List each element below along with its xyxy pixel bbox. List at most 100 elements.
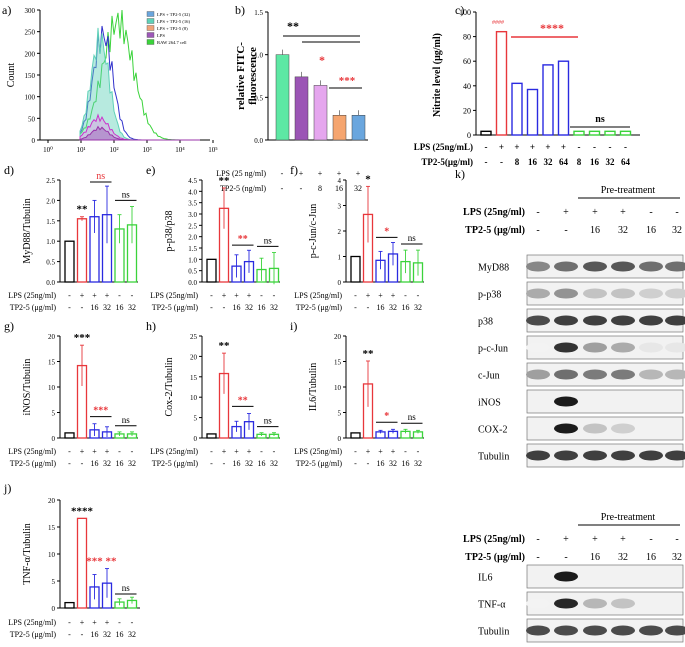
ytick-label: 2.0 bbox=[46, 197, 55, 205]
panel-letter: d) bbox=[4, 163, 14, 177]
band bbox=[526, 261, 550, 272]
lps-sign: - bbox=[131, 447, 134, 456]
lps-sign: + bbox=[378, 291, 383, 300]
panel-b-ylabel: relative FITC- bbox=[235, 42, 247, 110]
band bbox=[611, 342, 635, 353]
band bbox=[639, 369, 663, 380]
sig-ns: ns bbox=[96, 171, 105, 182]
band bbox=[611, 369, 635, 380]
band bbox=[665, 369, 685, 380]
lps-sign: + bbox=[80, 618, 85, 627]
panel-c-sig-hash: #### bbox=[492, 20, 504, 26]
bar bbox=[573, 130, 585, 136]
panel-letter: h) bbox=[146, 319, 156, 333]
bar bbox=[480, 130, 492, 136]
band bbox=[611, 450, 635, 461]
band bbox=[639, 342, 663, 353]
band bbox=[554, 288, 578, 299]
bar bbox=[64, 240, 75, 283]
band bbox=[583, 315, 607, 326]
lps-label: LPS (25ng/ml) bbox=[8, 618, 56, 627]
lps-sign: - bbox=[260, 291, 263, 300]
ytick-label: 0.0 bbox=[46, 279, 55, 287]
lps-sign: + bbox=[222, 291, 227, 300]
legend-swatch bbox=[146, 18, 155, 24]
band bbox=[554, 315, 578, 326]
band bbox=[554, 625, 578, 636]
panel-a-ytick-label: 50 bbox=[28, 115, 36, 123]
panel-c-lps-sign: + bbox=[514, 142, 519, 152]
sig-mark: ** bbox=[219, 175, 231, 187]
lps-sign: - bbox=[404, 447, 407, 456]
ytick-label: 1.5 bbox=[188, 245, 197, 253]
lps-sign: - bbox=[417, 291, 420, 300]
bar bbox=[64, 432, 75, 439]
sig-mark: *** bbox=[74, 332, 91, 344]
ytick-label: 25 bbox=[190, 333, 198, 341]
sig-mark-red: *** bbox=[86, 556, 103, 568]
ytick-label: 4.5 bbox=[188, 177, 197, 185]
k-lps-sign: + bbox=[592, 534, 598, 545]
lps-sign: - bbox=[68, 447, 71, 456]
bar bbox=[313, 85, 328, 141]
tp-sign: 16 bbox=[377, 459, 385, 468]
k-tp-sign: - bbox=[564, 225, 567, 236]
sig-mark-red: * bbox=[384, 411, 389, 422]
ytick-label: 10 bbox=[48, 384, 56, 392]
band bbox=[554, 571, 578, 582]
band bbox=[665, 315, 685, 326]
panel-c-ytick-label: 80 bbox=[463, 33, 471, 42]
panel-c-tp-sign: 64 bbox=[621, 157, 631, 167]
band bbox=[554, 423, 578, 434]
bar bbox=[511, 82, 523, 136]
lps-sign: + bbox=[80, 447, 85, 456]
lps-sign: + bbox=[80, 291, 85, 300]
lps-sign: - bbox=[118, 291, 121, 300]
panel-ylabel: Cox-2/Tubulin bbox=[164, 357, 175, 416]
panel-b-lps-sign: + bbox=[356, 169, 361, 178]
ytick-label: 1 bbox=[338, 254, 342, 262]
panel-b-lps-sign: + bbox=[318, 169, 323, 178]
tp-sign: 32 bbox=[103, 303, 111, 312]
tp-sign: - bbox=[367, 459, 370, 468]
k-tp-sign: 16 bbox=[646, 225, 656, 236]
tp-label: TP2-5 (μg/ml) bbox=[152, 303, 199, 312]
ytick-label: 15 bbox=[48, 359, 56, 367]
lps-sign: - bbox=[273, 291, 276, 300]
panel-a-legend-item: LPS + TP2-5 (16) bbox=[157, 19, 190, 24]
panel-ylabel: p-c-Jun/c-Jun bbox=[308, 204, 319, 258]
tp-sign: 32 bbox=[270, 303, 278, 312]
tp-sign: 32 bbox=[270, 459, 278, 468]
sig-mark-red: * bbox=[384, 226, 389, 237]
panel-c-lps-sign: - bbox=[593, 142, 596, 152]
tp-sign: 32 bbox=[414, 459, 422, 468]
lps-sign: - bbox=[354, 291, 357, 300]
tp-sign: 32 bbox=[128, 303, 136, 312]
tp-sign: - bbox=[68, 303, 71, 312]
panel-b-lps-sign: + bbox=[299, 169, 304, 178]
band bbox=[526, 450, 550, 461]
ytick-label: 15 bbox=[48, 524, 56, 532]
band bbox=[554, 450, 578, 461]
bar bbox=[557, 60, 570, 136]
panel-a-ytick-label: 250 bbox=[25, 29, 36, 37]
panel-c-sig-red: **** bbox=[540, 21, 564, 35]
tp-label: TP2-5 (μg/ml) bbox=[296, 459, 343, 468]
band bbox=[665, 261, 685, 272]
lps-label: LPS (25ng/ml) bbox=[150, 291, 198, 300]
tp-sign: - bbox=[223, 303, 226, 312]
ytick-label: 15 bbox=[190, 374, 198, 382]
ytick-label: 0.5 bbox=[46, 259, 55, 267]
ytick-label: 0 bbox=[338, 435, 342, 443]
ytick-label: 2.0 bbox=[188, 234, 197, 242]
tp-sign: - bbox=[354, 303, 357, 312]
k-tp-sign: 32 bbox=[618, 225, 628, 236]
bar bbox=[351, 115, 366, 141]
panel-c-lps-sign: - bbox=[578, 142, 581, 152]
k-lps-sign: + bbox=[563, 534, 569, 545]
band bbox=[526, 288, 550, 299]
blot-label-TNF-α: TNF-α bbox=[478, 600, 506, 611]
lps-sign: + bbox=[391, 291, 396, 300]
lps-sign: - bbox=[417, 447, 420, 456]
panel-b-tp-sign: - bbox=[300, 184, 303, 193]
